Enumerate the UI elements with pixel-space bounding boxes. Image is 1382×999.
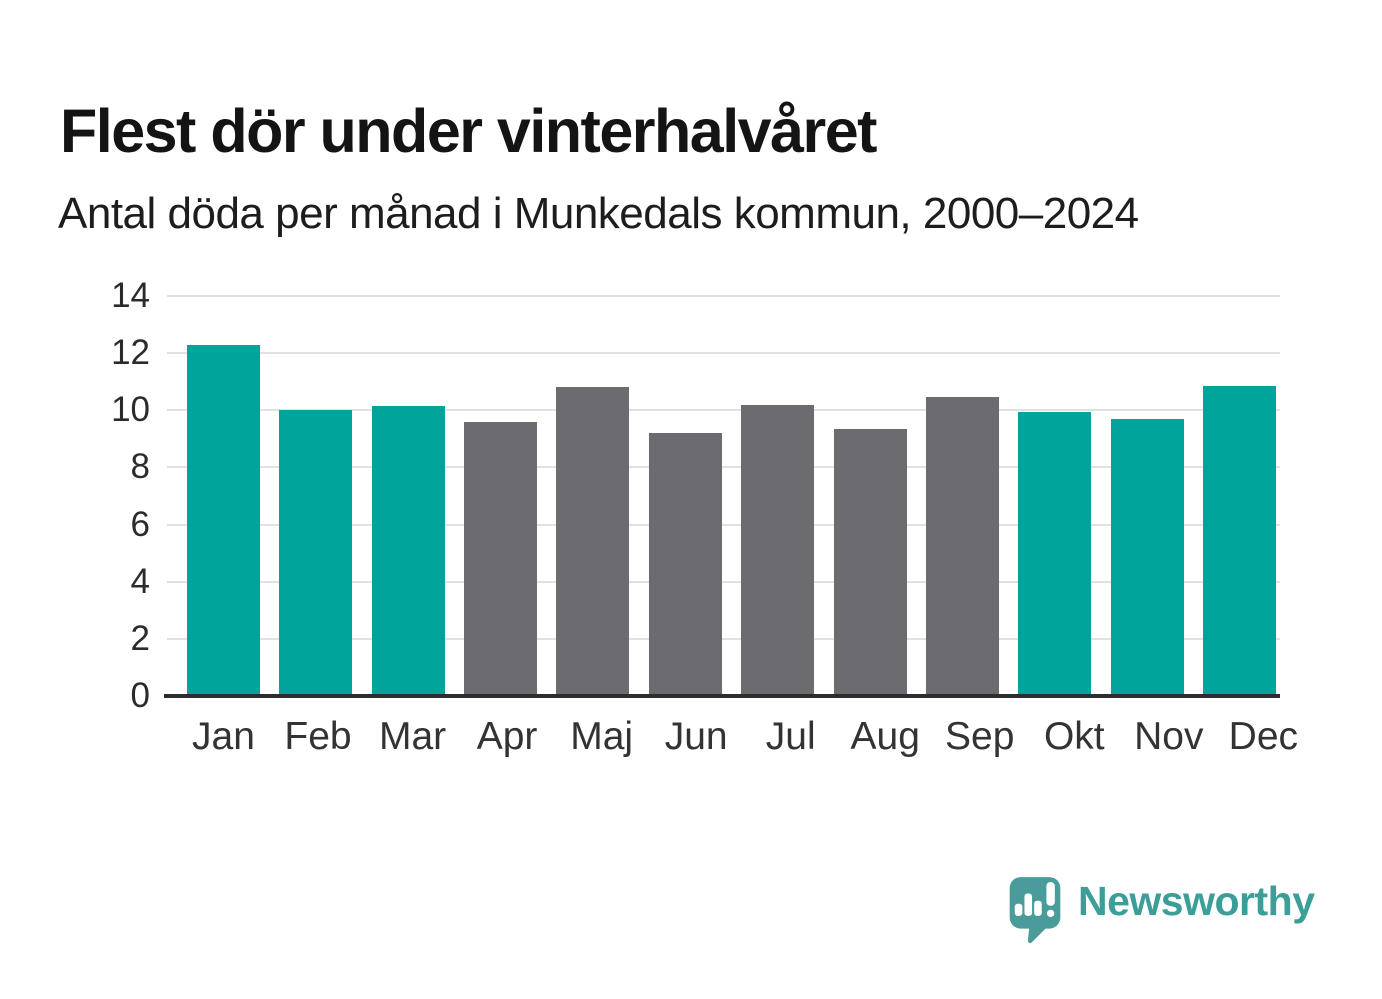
y-tick-label: 0	[130, 676, 150, 715]
gridline-y6	[167, 523, 1280, 526]
y-tick-label: 6	[130, 504, 150, 544]
y-tick-label: 14	[111, 276, 150, 315]
bar-jun	[648, 433, 722, 696]
x-tick-label-dec: Dec	[1228, 715, 1299, 758]
x-axis-line	[164, 694, 1280, 698]
gridline-y8	[167, 466, 1280, 469]
x-tick-label-jul: Jul	[765, 715, 816, 758]
bar-mar	[371, 406, 445, 696]
bar-aug	[833, 428, 907, 696]
bar-feb	[279, 410, 353, 696]
y-axis-labels: 0 2 4 6 8 10 12 14	[80, 276, 150, 715]
bar-sep	[925, 397, 999, 696]
x-tick-label-nov: Nov	[1134, 715, 1204, 758]
x-tick-label-aug: Aug	[850, 715, 920, 758]
bars-container	[167, 296, 1280, 696]
x-tick-label-feb: Feb	[284, 715, 352, 758]
x-tick-label-jun: Jun	[664, 715, 728, 758]
bar-nov	[1110, 418, 1184, 696]
newsworthy-speech-bubble-chart-icon	[1009, 877, 1061, 944]
x-tick-label-jan: Jan	[192, 715, 255, 758]
y-tick-label: 2	[130, 618, 150, 658]
y-tick-label: 12	[111, 333, 150, 373]
plot-area	[164, 295, 1280, 698]
gridline-y2	[167, 637, 1280, 640]
bar-okt	[1018, 411, 1092, 696]
y-tick-label: 4	[130, 561, 150, 601]
x-tick-label-maj: Maj	[570, 715, 634, 758]
y-tick-label: 10	[111, 390, 150, 430]
chart-title: Flest dör under vinterhalvåret	[60, 96, 878, 165]
x-tick-label-mar: Mar	[378, 715, 447, 758]
bar-jan	[187, 344, 260, 696]
x-axis-labels: Jan Feb Mar Apr Maj Jun Jul Aug Sep Okt Nov Dec	[167, 714, 1304, 760]
newsworthy-logo-text: Newsworthy	[1078, 878, 1315, 924]
x-tick-label-okt: Okt	[1043, 715, 1105, 758]
bar-apr	[464, 421, 538, 696]
bar-dec	[1202, 386, 1276, 696]
gridline-y10	[167, 409, 1280, 412]
y-tick-label: 8	[130, 447, 150, 487]
gridline-y4	[167, 580, 1280, 583]
newsworthy-logo: Newsworthy	[1008, 876, 1315, 944]
bar-maj	[556, 387, 630, 696]
gridline-y14	[167, 295, 1280, 297]
x-tick-label-apr: Apr	[476, 715, 538, 758]
gridline-y12	[167, 352, 1280, 355]
x-tick-label-sep: Sep	[945, 715, 1015, 758]
chart-subtitle: Antal döda per månad i Munkedals kommun,…	[58, 189, 1139, 238]
bar-jul	[741, 404, 815, 696]
